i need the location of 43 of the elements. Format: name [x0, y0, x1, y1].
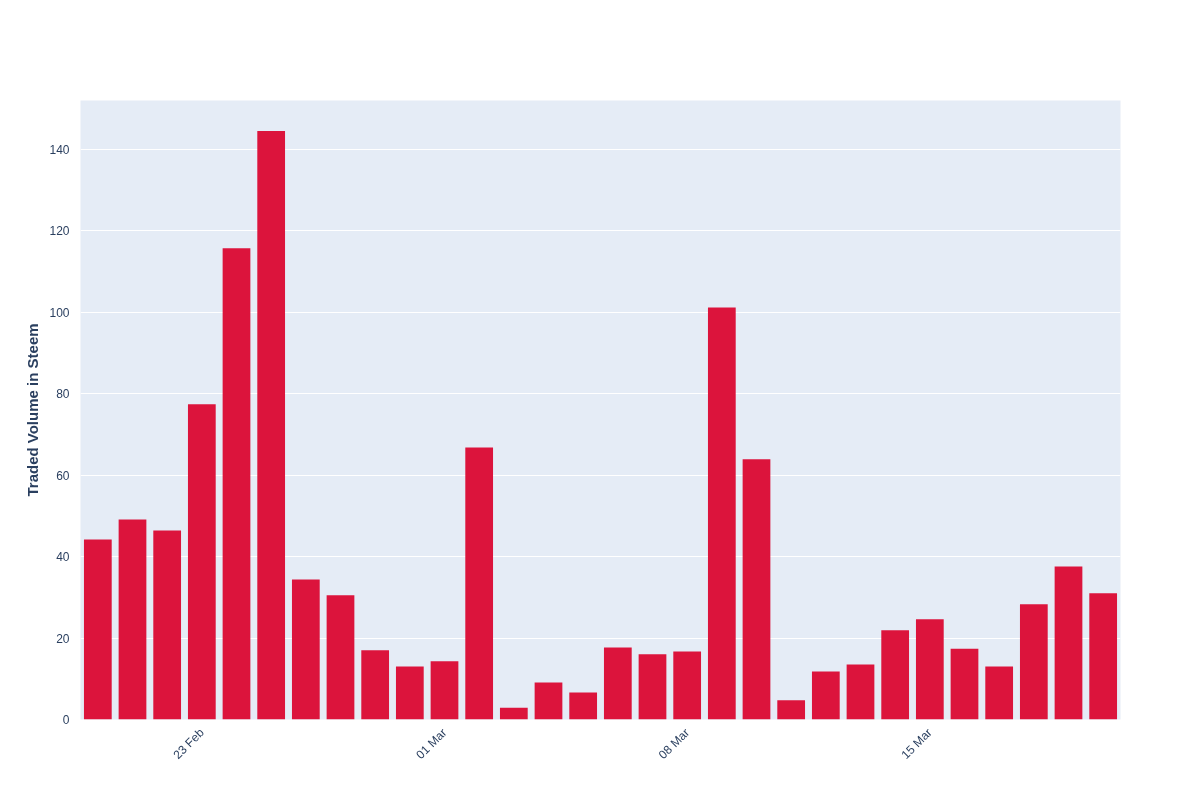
bar	[395, 666, 424, 720]
y-tick-label: 80	[56, 387, 70, 402]
bar	[361, 650, 390, 720]
bar	[534, 682, 563, 720]
bar	[1019, 604, 1048, 720]
bar	[950, 648, 979, 720]
x-tick-label: 01 Mar	[413, 725, 450, 762]
y-tick-label: 0	[62, 713, 70, 727]
bar	[257, 131, 286, 720]
bar	[603, 647, 632, 720]
bar	[846, 664, 875, 720]
bar	[777, 700, 806, 720]
bar	[569, 692, 598, 720]
y-tick-label: 140	[49, 142, 70, 157]
bar	[291, 579, 320, 720]
y-tick-label: 120	[49, 224, 70, 239]
y-tick-label: 20	[56, 631, 70, 646]
bar	[118, 519, 147, 720]
y-tick-label: 60	[56, 468, 70, 483]
bar	[985, 666, 1014, 720]
x-tick-label: 08 Mar	[655, 725, 693, 762]
bar	[638, 654, 667, 720]
bar	[811, 671, 840, 720]
bar	[326, 595, 355, 720]
y-axis-title: Traded Volume in Steem	[24, 323, 42, 497]
bar	[1054, 566, 1083, 720]
bar	[707, 307, 736, 720]
x-tick-label: 23 Feb	[170, 725, 208, 762]
bar	[915, 619, 944, 720]
bar	[881, 630, 910, 720]
bar	[187, 404, 216, 720]
x-tick-label: 15 Mar	[898, 725, 935, 762]
bar	[465, 447, 494, 720]
bar	[742, 459, 771, 720]
bar	[1089, 593, 1118, 720]
bar	[83, 539, 112, 720]
bar	[153, 530, 182, 720]
y-tick-label: 100	[49, 305, 70, 320]
bar	[673, 651, 702, 720]
bar	[430, 661, 459, 720]
y-tick-label: 40	[56, 550, 70, 565]
bar	[222, 248, 251, 720]
bar	[499, 707, 528, 720]
